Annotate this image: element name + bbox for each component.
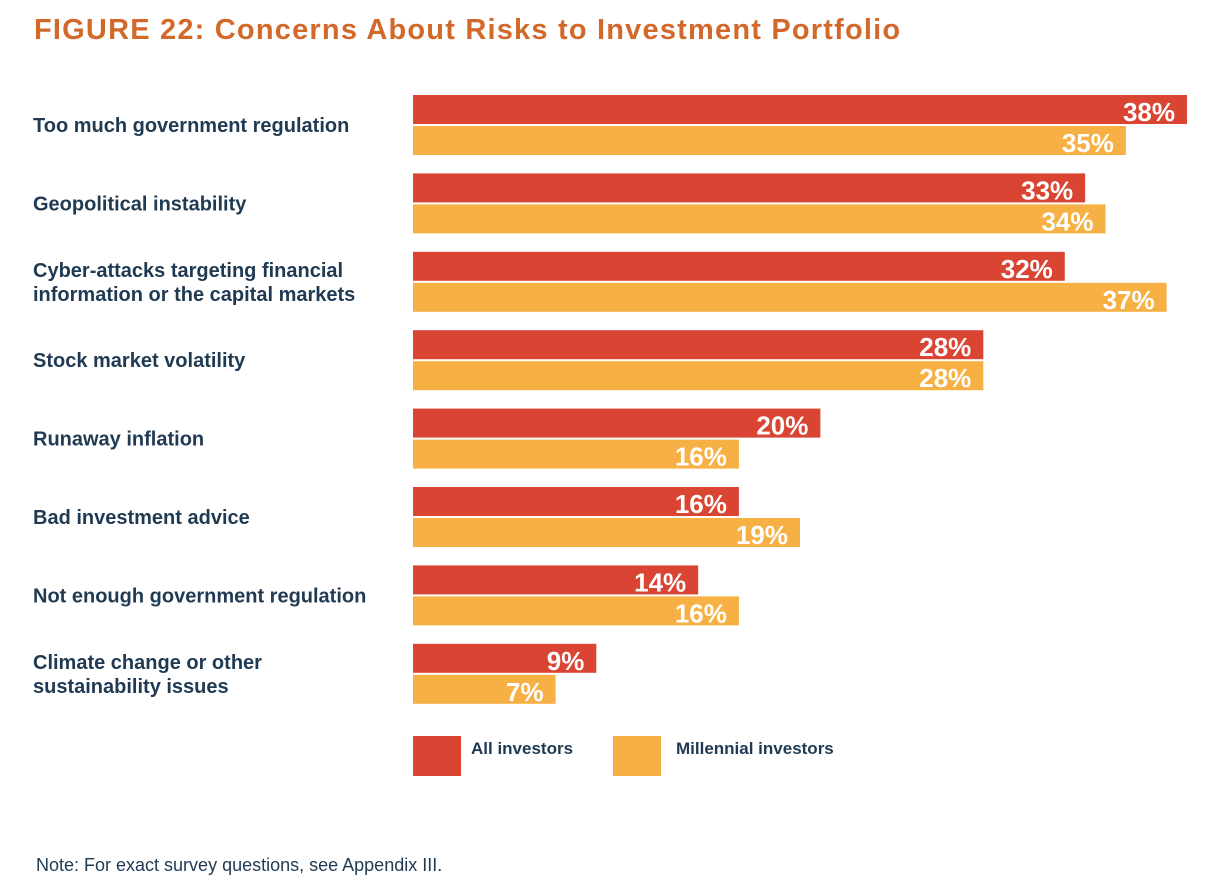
- footnote: Note: For exact survey questions, see Ap…: [36, 855, 443, 875]
- category-label: Bad investment advice: [33, 507, 250, 529]
- bar-millennial-investors: [413, 204, 1106, 234]
- value-label: 38%: [1123, 97, 1175, 127]
- value-label: 34%: [1041, 206, 1093, 236]
- category-label: information or the capital markets: [33, 284, 355, 306]
- legend-label-millennial-investors: Millennial investors: [676, 739, 834, 758]
- bar-millennial-investors: [413, 439, 739, 469]
- category-label: Geopolitical instability: [33, 193, 247, 215]
- value-label: 7%: [506, 677, 544, 707]
- bar-all-investors: [413, 643, 597, 673]
- value-label: 32%: [1001, 254, 1053, 284]
- bar-millennial-investors: [413, 674, 556, 704]
- bar-all-investors: [413, 251, 1065, 281]
- bar-millennial-investors: [413, 361, 984, 391]
- bar-all-investors: [413, 487, 739, 516]
- value-label: 16%: [675, 489, 727, 519]
- value-label: 9%: [547, 646, 585, 676]
- legend-swatch-millennial-investors: [613, 736, 661, 776]
- category-label: Runaway inflation: [33, 429, 204, 451]
- value-label: 33%: [1021, 175, 1073, 205]
- value-label: 16%: [675, 442, 727, 472]
- category-label: Cyber-attacks targeting financial: [33, 260, 343, 282]
- bar-all-investors: [413, 95, 1187, 124]
- value-label: 28%: [919, 363, 971, 393]
- value-label: 19%: [736, 520, 788, 550]
- bar-millennial-investors: [413, 596, 739, 626]
- bar-all-investors: [413, 565, 699, 595]
- value-label: 20%: [756, 411, 808, 441]
- value-label: 35%: [1062, 128, 1114, 158]
- bar-millennial-investors: [413, 518, 800, 547]
- value-label: 14%: [634, 567, 686, 597]
- bar-millennial-investors: [413, 126, 1126, 155]
- category-label: sustainability issues: [33, 676, 229, 698]
- bar-all-investors: [413, 173, 1086, 203]
- legend-label-all-investors: All investors: [471, 739, 574, 758]
- value-label: 37%: [1103, 285, 1155, 315]
- category-label: Too much government regulation: [33, 115, 349, 137]
- bar-all-investors: [413, 408, 821, 438]
- category-label: Climate change or other: [33, 652, 262, 674]
- category-label: Stock market volatility: [33, 350, 246, 372]
- chart-title: FIGURE 22: Concerns About Risks to Inves…: [34, 14, 902, 46]
- value-label: 16%: [675, 598, 727, 628]
- value-label: 28%: [919, 332, 971, 362]
- bar-all-investors: [413, 330, 984, 360]
- category-label: Not enough government regulation: [33, 585, 366, 607]
- bar-millennial-investors: [413, 282, 1167, 312]
- legend-swatch-all-investors: [413, 736, 461, 776]
